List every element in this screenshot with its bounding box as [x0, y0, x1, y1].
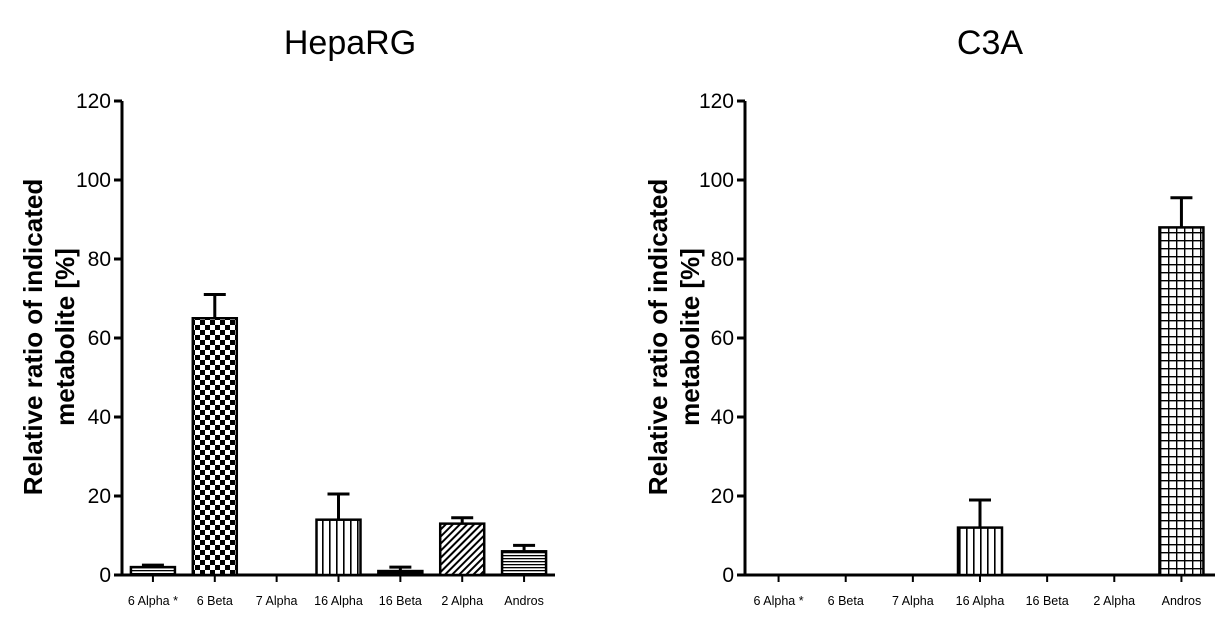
x-tick-label: 16 Beta — [379, 594, 422, 608]
y-tick-label: 60 — [88, 327, 111, 350]
bar — [1158, 226, 1205, 577]
x-tick-label: Andros — [1162, 594, 1202, 608]
y-tick-label: 120 — [76, 90, 111, 113]
x-tick-label: 6 Beta — [197, 594, 233, 608]
y-tick-label: 60 — [711, 327, 734, 350]
x-tick-label: 2 Alpha — [1093, 594, 1135, 608]
y-tick-label: 80 — [88, 248, 111, 271]
y-axis-label-line-2: metabolite [%] — [50, 248, 80, 426]
bar — [191, 317, 239, 577]
bar — [315, 518, 362, 577]
x-tick-label: 16 Alpha — [956, 594, 1005, 608]
x-tick-label: 16 Alpha — [314, 594, 363, 608]
axes: 0 20 40 60 80 100 120 — [699, 90, 1215, 587]
x-tick-label: 6 Alpha * — [754, 594, 804, 608]
y-tick-label: 40 — [88, 406, 111, 429]
bar — [377, 569, 424, 577]
y-tick-label: 0 — [722, 564, 734, 587]
bar — [438, 522, 486, 577]
y-tick-label: 0 — [99, 564, 111, 587]
y-tick-label: 100 — [76, 169, 111, 192]
chart-title: HepaRG — [284, 24, 416, 62]
x-tick-label: 6 Beta — [828, 594, 864, 608]
heparg-chart: HepaRG Relative ratio of indicated metab… — [18, 24, 555, 608]
chart-title: C3A — [957, 24, 1023, 62]
y-tick-label: 20 — [88, 485, 111, 508]
x-tick-label: 16 Beta — [1026, 594, 1069, 608]
y-axis-label-line-1: Relative ratio of indicated — [18, 179, 48, 495]
x-tick-labels: 6 Alpha * 6 Beta 7 Alpha 16 Alpha 16 Beta 2 A… — [754, 594, 1202, 608]
y-tick-label: 80 — [711, 248, 734, 271]
bar — [129, 565, 177, 577]
x-tick-label: 6 Alpha * — [128, 594, 178, 608]
y-tick-label: 100 — [699, 169, 734, 192]
bar — [500, 550, 548, 577]
y-axis-label-line-1: Relative ratio of indicated — [643, 179, 673, 495]
x-tick-label: 7 Alpha — [256, 594, 298, 608]
bar — [956, 526, 1004, 577]
bars — [956, 196, 1205, 577]
axes: 0 20 40 60 80 100 120 — [76, 90, 555, 587]
x-tick-label: Andros — [504, 594, 544, 608]
y-tick-label: 20 — [711, 485, 734, 508]
x-tick-labels: 6 Alpha * 6 Beta 7 Alpha 16 Alpha 16 Beta 2 A… — [128, 594, 544, 608]
x-tick-label: 7 Alpha — [892, 594, 934, 608]
y-tick-label: 120 — [699, 90, 734, 113]
y-tick-label: 40 — [711, 406, 734, 429]
bars — [129, 293, 548, 577]
x-tick-label: 2 Alpha — [441, 594, 483, 608]
y-axis-label-line-2: metabolite [%] — [675, 248, 705, 426]
c3a-chart: C3A Relative ratio of indicated metaboli… — [643, 24, 1215, 608]
